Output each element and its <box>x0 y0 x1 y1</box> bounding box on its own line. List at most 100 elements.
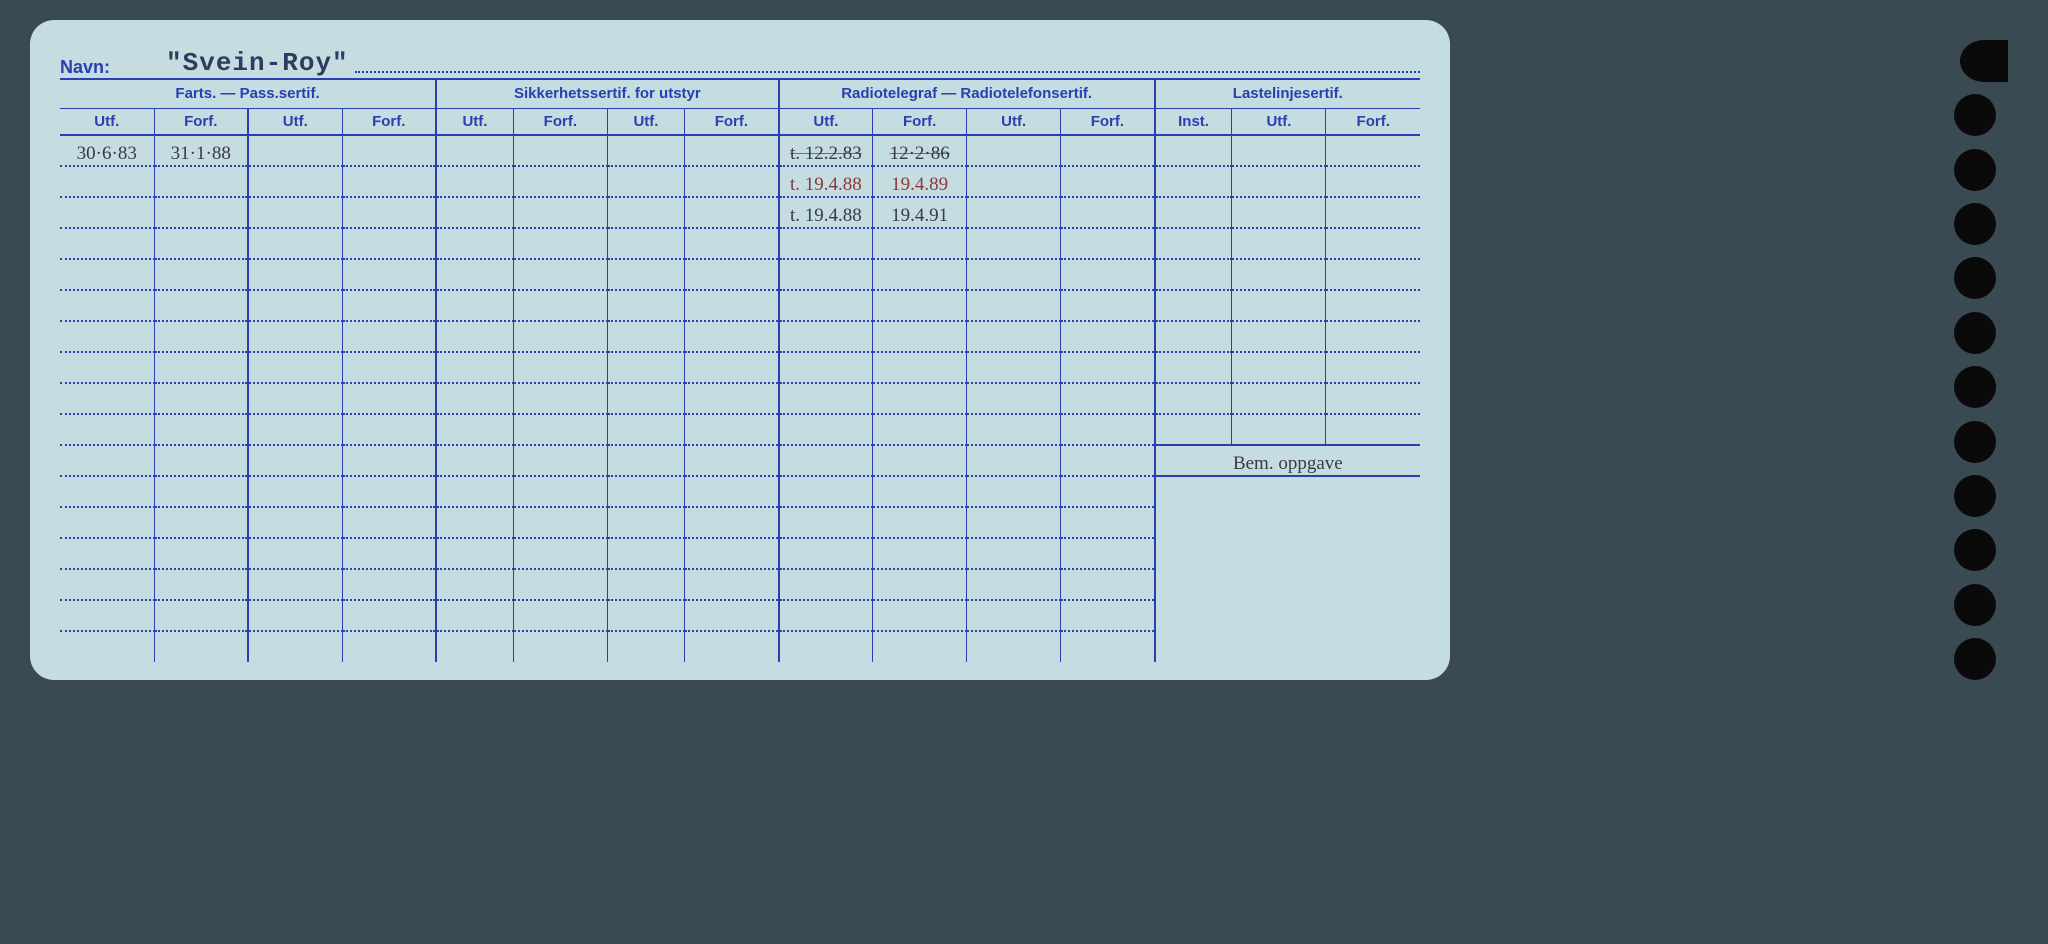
cell <box>513 166 607 197</box>
table-row: t. 19.4.88 19.4.89 <box>60 166 1420 197</box>
cell: 19.4.91 <box>873 197 967 228</box>
cell: t. 12.2.83 <box>779 135 873 166</box>
cell <box>436 135 513 166</box>
cell <box>154 166 248 197</box>
col-utf: Utf. <box>436 108 513 135</box>
cell <box>1326 197 1420 228</box>
table-row <box>60 538 1420 569</box>
col-forf: Forf. <box>873 108 967 135</box>
table-row <box>60 507 1420 538</box>
table-row <box>60 290 1420 321</box>
cell <box>513 197 607 228</box>
col-forf: Forf. <box>154 108 248 135</box>
cell <box>60 166 154 197</box>
name-value: "Svein-Roy" <box>116 48 349 78</box>
cell <box>342 197 436 228</box>
cell: 19.4.89 <box>873 166 967 197</box>
table-row <box>60 321 1420 352</box>
certificate-table: Farts. — Pass.sertif. Sikkerhetssertif. … <box>60 80 1420 662</box>
punch-hole <box>1954 638 1996 680</box>
cell <box>1155 135 1232 166</box>
cell <box>1326 135 1420 166</box>
punch-hole <box>1954 366 1996 408</box>
cell <box>154 197 248 228</box>
punch-hole <box>1954 475 1996 517</box>
cell <box>685 166 779 197</box>
table-row <box>60 476 1420 507</box>
cell <box>685 197 779 228</box>
table-row <box>60 259 1420 290</box>
col-utf: Utf. <box>607 108 684 135</box>
group-farts: Farts. — Pass.sertif. <box>60 80 436 108</box>
cell <box>60 197 154 228</box>
col-forf: Forf. <box>685 108 779 135</box>
cell <box>1326 166 1420 197</box>
bem-row: Bem. oppgave <box>60 445 1420 476</box>
punch-hole <box>1954 149 1996 191</box>
name-underline <box>355 71 1420 73</box>
name-row: Navn: "Svein-Roy" <box>60 38 1420 80</box>
punch-hole <box>1954 203 1996 245</box>
punch-holes <box>1954 40 2008 680</box>
punch-hole <box>1954 257 1996 299</box>
table-row <box>60 383 1420 414</box>
cell <box>1155 197 1232 228</box>
cell <box>1232 197 1326 228</box>
col-utf: Utf. <box>60 108 154 135</box>
name-label: Navn: <box>60 57 110 78</box>
cell <box>607 166 684 197</box>
col-forf: Forf. <box>1326 108 1420 135</box>
cell <box>967 135 1061 166</box>
punch-hole <box>1954 312 1996 354</box>
cell <box>685 135 779 166</box>
cell <box>342 166 436 197</box>
group-radio: Radiotelegraf — Radiotelefonsertif. <box>779 80 1155 108</box>
cell <box>1061 197 1155 228</box>
bem-label: Bem. oppgave <box>1155 445 1420 476</box>
col-utf: Utf. <box>779 108 873 135</box>
col-utf: Utf. <box>1232 108 1326 135</box>
table-row <box>60 352 1420 383</box>
cell <box>436 166 513 197</box>
punch-hole <box>1960 40 2008 82</box>
cell <box>436 197 513 228</box>
punch-hole <box>1954 584 1996 626</box>
col-utf: Utf. <box>967 108 1061 135</box>
table-row <box>60 414 1420 445</box>
cell <box>1061 135 1155 166</box>
cell: 12·2·86 <box>873 135 967 166</box>
group-header-row: Farts. — Pass.sertif. Sikkerhetssertif. … <box>60 80 1420 108</box>
col-inst: Inst. <box>1155 108 1232 135</box>
table-row <box>60 228 1420 259</box>
cell: 30·6·83 <box>60 135 154 166</box>
cell <box>1155 166 1232 197</box>
col-forf: Forf. <box>342 108 436 135</box>
punch-hole <box>1954 529 1996 571</box>
cell <box>248 166 342 197</box>
group-sikkerhet: Sikkerhetssertif. for utstyr <box>436 80 779 108</box>
col-forf: Forf. <box>1061 108 1155 135</box>
index-card: Navn: "Svein-Roy" Farts. — Pass.sertif. … <box>30 20 1450 680</box>
cell <box>967 166 1061 197</box>
table-body: 30·6·83 31·1·88 t. 12.2.83 12·2·86 <box>60 135 1420 662</box>
table-row <box>60 569 1420 600</box>
cell: t. 19.4.88 <box>779 166 873 197</box>
cell: 31·1·88 <box>154 135 248 166</box>
col-forf: Forf. <box>513 108 607 135</box>
cell <box>513 135 607 166</box>
cell <box>248 135 342 166</box>
cell <box>967 197 1061 228</box>
table-row <box>60 600 1420 631</box>
sub-header-row: Utf. Forf. Utf. Forf. Utf. Forf. Utf. Fo… <box>60 108 1420 135</box>
col-utf: Utf. <box>248 108 342 135</box>
punch-hole <box>1954 421 1996 463</box>
group-laste: Lastelinjesertif. <box>1155 80 1420 108</box>
cell <box>342 135 436 166</box>
table-row: 30·6·83 31·1·88 t. 12.2.83 12·2·86 <box>60 135 1420 166</box>
table-row: t. 19.4.88 19.4.91 <box>60 197 1420 228</box>
cell <box>1232 135 1326 166</box>
cell <box>248 197 342 228</box>
cell <box>1232 166 1326 197</box>
cell <box>1061 166 1155 197</box>
table-row <box>60 631 1420 662</box>
